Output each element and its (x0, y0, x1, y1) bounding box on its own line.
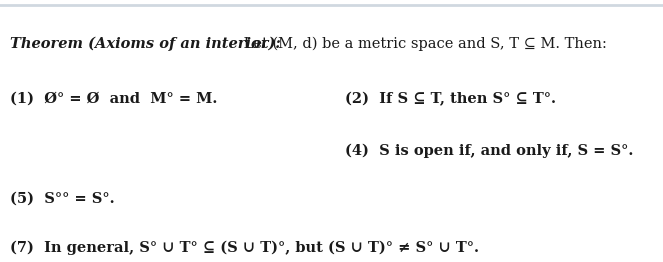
Text: Theorem (Axioms of an interior):: Theorem (Axioms of an interior): (10, 37, 280, 51)
Text: (7)  In general, S° ∪ T° ⊆ (S ∪ T)°, but (S ∪ T)° ≠ S° ∪ T°.: (7) In general, S° ∪ T° ⊆ (S ∪ T)°, but … (10, 241, 479, 255)
Text: (1)  Ø° = Ø  and  M° = M.: (1) Ø° = Ø and M° = M. (10, 92, 217, 106)
Text: Let (M, d) be a metric space and S, T ⊆ M. Then:: Let (M, d) be a metric space and S, T ⊆ … (239, 37, 607, 51)
Text: (2)  If S ⊆ T, then S° ⊆ T°.: (2) If S ⊆ T, then S° ⊆ T°. (345, 92, 556, 106)
Text: (5)  S°° = S°.: (5) S°° = S°. (10, 191, 115, 205)
Text: (4)  S is open if, and only if, S = S°.: (4) S is open if, and only if, S = S°. (345, 144, 633, 159)
